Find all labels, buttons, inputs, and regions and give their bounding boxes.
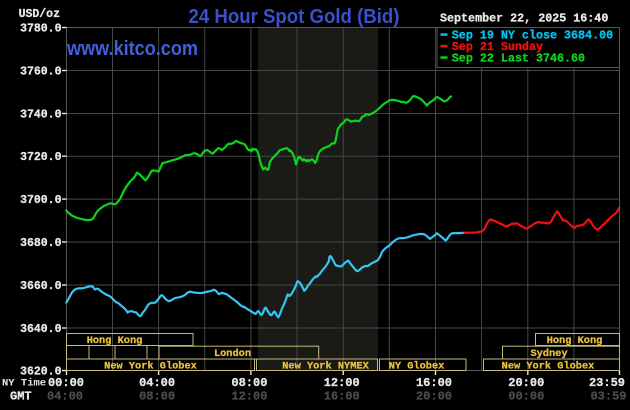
svg-text:08:00: 08:00 [231,376,267,390]
svg-text:04:00: 04:00 [47,390,83,404]
svg-text:Hong Kong: Hong Kong [87,335,143,347]
svg-text:September 22, 2025 16:40: September 22, 2025 16:40 [440,12,608,26]
svg-text:New York Globex: New York Globex [502,360,595,372]
svg-text:Sep 19 NY close 3684.00: Sep 19 NY close 3684.00 [452,29,613,43]
svg-text:3700.0: 3700.0 [20,194,62,207]
svg-text:USD/oz: USD/oz [19,8,61,21]
svg-text:20:00: 20:00 [416,390,452,404]
svg-text:3740.0: 3740.0 [20,109,62,122]
svg-text:00:00: 00:00 [508,390,544,404]
svg-text:NY Time: NY Time [2,378,46,390]
svg-text:Hong Kong: Hong Kong [547,335,603,347]
svg-text:04:00: 04:00 [139,376,175,390]
svg-text:www.kitco.com: www.kitco.com [66,38,198,60]
svg-text:23:59: 23:59 [589,376,625,390]
svg-text:3620.0: 3620.0 [20,366,62,379]
svg-text:Sydney: Sydney [530,348,567,360]
svg-text:3640.0: 3640.0 [20,323,62,336]
svg-text:3760.0: 3760.0 [20,66,62,79]
svg-text:24 Hour Spot Gold (Bid): 24 Hour Spot Gold (Bid) [189,5,400,28]
svg-text:New York NYMEX: New York NYMEX [282,360,369,372]
svg-text:3680.0: 3680.0 [20,237,62,250]
svg-text:12:00: 12:00 [231,390,267,404]
svg-text:03:59: 03:59 [590,390,626,404]
svg-text:08:00: 08:00 [139,390,175,404]
svg-text:16:00: 16:00 [324,390,360,404]
svg-text:Sep 22 Last 3746.60: Sep 22 Last 3746.60 [452,52,585,66]
svg-text:12:00: 12:00 [324,376,360,390]
svg-text:NY Globex: NY Globex [389,360,445,372]
svg-text:3720.0: 3720.0 [20,151,62,164]
svg-text:GMT: GMT [10,390,32,404]
svg-text:16:00: 16:00 [416,376,452,390]
svg-text:3660.0: 3660.0 [20,280,62,293]
svg-text:20:00: 20:00 [508,376,544,390]
svg-text:3780.0: 3780.0 [20,23,62,36]
svg-text:New York Globex: New York Globex [104,360,197,372]
svg-text:00:00: 00:00 [48,376,84,390]
svg-text:Sep 21 Sunday: Sep 21 Sunday [452,40,543,54]
svg-text:London: London [214,348,251,360]
